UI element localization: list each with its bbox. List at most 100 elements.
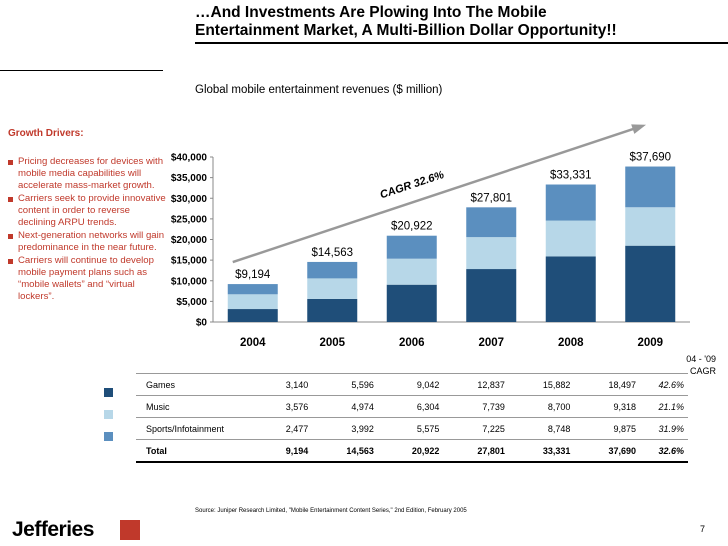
legend-swatch-games — [104, 388, 113, 397]
row-label: Sports/Infotainment — [136, 417, 256, 440]
bar-segment-games — [545, 256, 596, 322]
table-cell: 4,974 — [312, 395, 378, 418]
bar-segment-sports-infotainment — [227, 284, 278, 295]
bar-segment-sports-infotainment — [386, 235, 437, 259]
y-tick-label: $25,000 — [171, 214, 208, 225]
row-cagr: 42.6% — [640, 373, 688, 396]
bar-total-label: $9,194 — [235, 269, 271, 281]
bar-segment-sports-infotainment — [545, 184, 596, 221]
table-cell: 9,194 — [256, 439, 313, 463]
table-cell: 37,690 — [574, 439, 640, 463]
table-cell: 15,882 — [508, 373, 575, 396]
growth-driver-item: Carriers seek to provide innovative cont… — [8, 193, 168, 229]
table-cell: 8,700 — [508, 395, 575, 418]
bar-segment-games — [386, 284, 437, 322]
bar-segment-music — [545, 220, 596, 257]
bar-segment-music — [386, 258, 437, 285]
cagr-trend-line — [232, 124, 643, 264]
y-tick-label: $0 — [196, 318, 208, 329]
table-cell: 2,477 — [256, 417, 313, 440]
table-cell: 12,837 — [443, 373, 509, 396]
table-cell: 33,331 — [508, 439, 575, 463]
page-number: 7 — [700, 524, 706, 534]
bar-total-label: $27,801 — [470, 192, 512, 204]
x-tick-label: 2008 — [558, 337, 584, 349]
table-cell: 9,042 — [377, 373, 444, 396]
cagr-annotation: CAGR 32.6% — [379, 169, 446, 201]
chart-subtitle: Global mobile entertainment revenues ($ … — [195, 84, 443, 96]
x-tick-label: 2006 — [399, 337, 425, 349]
bar-segment-games — [227, 309, 278, 322]
bar-segment-music — [307, 278, 358, 299]
bar-segment-music — [625, 207, 676, 246]
table-cell: 9,875 — [574, 417, 640, 440]
y-tick-label: $35,000 — [171, 173, 208, 184]
legend-swatch-music — [104, 410, 113, 419]
table-cell: 14,563 — [312, 439, 378, 463]
cagr-header-line2: CAGR — [689, 366, 716, 376]
row-cagr: 31.9% — [640, 417, 688, 440]
bar-segment-sports-infotainment — [466, 207, 517, 238]
company-logo: Jefferies — [12, 518, 94, 541]
table-cell: 3,140 — [256, 373, 313, 396]
page-title-line1: …And Investments Are Plowing Into The Mo… — [195, 4, 547, 21]
cagr-header: 04 - '09 CAGR — [672, 353, 716, 377]
table-cell: 27,801 — [443, 439, 509, 463]
table-row: Games 3,140 5,596 9,042 12,837 15,882 18,497 42… — [136, 373, 688, 396]
y-tick-label: $5,000 — [176, 297, 207, 308]
bar-segment-sports-infotainment — [307, 261, 358, 279]
table-cell: 18,497 — [574, 373, 640, 396]
page-title: …And Investments Are Plowing Into The Mo… — [195, 4, 725, 40]
bar-segment-games — [466, 269, 517, 322]
bar-segment-music — [227, 294, 278, 310]
row-cagr: 21.1% — [640, 395, 688, 418]
row-label: Music — [136, 395, 256, 418]
table-row: Total 9,194 14,563 20,922 27,801 33,331 37,690… — [136, 439, 688, 463]
legend-swatch-sports — [104, 432, 113, 441]
bar-segment-games — [625, 245, 676, 322]
x-tick-label: 2007 — [478, 337, 504, 349]
x-tick-label: 2004 — [240, 337, 266, 349]
table-cell: 9,318 — [574, 395, 640, 418]
row-cagr: 32.6% — [640, 439, 688, 463]
x-tick-label: 2009 — [637, 337, 663, 349]
bar-total-label: $33,331 — [550, 170, 592, 182]
header-rule-left — [0, 70, 163, 71]
table-cell: 7,739 — [443, 395, 509, 418]
table-cell: 7,225 — [443, 417, 509, 440]
growth-drivers-list: Pricing decreases for devices with mobil… — [8, 156, 168, 304]
header-rule — [195, 42, 728, 44]
page-title-line2: Entertainment Market, A Multi-Billion Do… — [195, 22, 617, 39]
cagr-arrow-head-icon — [631, 124, 647, 134]
row-label: Total — [136, 439, 256, 463]
x-tick-label: 2005 — [319, 337, 345, 349]
logo-mark-icon — [120, 520, 140, 540]
table-cell: 3,992 — [312, 417, 378, 440]
table-cell: 3,576 — [256, 395, 313, 418]
y-tick-label: $30,000 — [171, 194, 208, 205]
table-cell: 5,596 — [312, 373, 378, 396]
row-label: Games — [136, 373, 256, 396]
table-row: Music 3,576 4,974 6,304 7,739 8,700 9,318 21.1% — [136, 395, 688, 418]
growth-drivers-title: Growth Drivers: — [8, 128, 84, 139]
table-cell: 8,748 — [508, 417, 575, 440]
bar-segment-music — [466, 237, 517, 270]
growth-driver-item: Next-generation networks will gain predo… — [8, 230, 168, 254]
table-cell: 20,922 — [377, 439, 444, 463]
growth-driver-item: Pricing decreases for devices with mobil… — [8, 156, 168, 192]
revenue-table: Games 3,140 5,596 9,042 12,837 15,882 18,497 42… — [136, 373, 688, 463]
bar-segment-sports-infotainment — [625, 166, 676, 208]
y-tick-label: $15,000 — [171, 256, 208, 267]
cagr-header-line1: 04 - '09 — [686, 354, 716, 364]
y-tick-label: $10,000 — [171, 276, 208, 287]
table-cell: 6,304 — [377, 395, 444, 418]
y-tick-label: $40,000 — [171, 153, 208, 164]
bar-total-label: $37,690 — [629, 152, 671, 164]
revenue-chart: $0 $5,000 $10,000 $15,000 $20,000 $25,000 $30,… — [171, 124, 690, 349]
source-note: Source: Juniper Research Limited, "Mobil… — [195, 508, 467, 514]
y-tick-label: $20,000 — [171, 235, 208, 246]
bar-total-label: $20,922 — [391, 221, 433, 233]
growth-driver-item: Carriers will continue to develop mobile… — [8, 255, 168, 303]
table-row: Sports/Infotainment 2,477 3,992 5,575 7,225 8… — [136, 417, 688, 440]
bar-total-label: $14,563 — [311, 247, 353, 259]
